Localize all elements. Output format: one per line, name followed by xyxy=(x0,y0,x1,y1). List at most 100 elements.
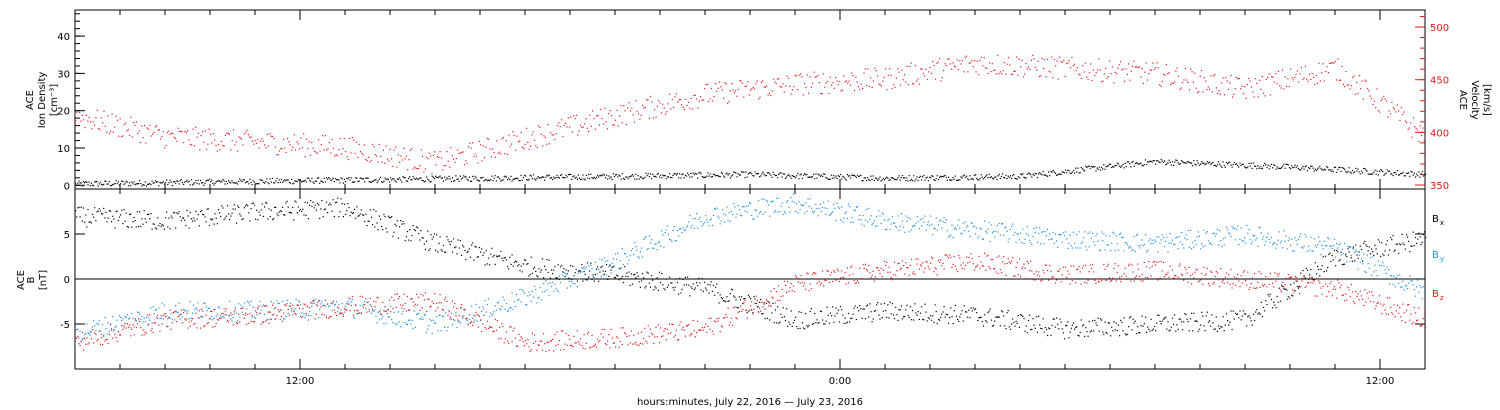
point-bx xyxy=(1178,318,1180,320)
point-velocity xyxy=(646,99,648,101)
point-velocity xyxy=(539,126,541,129)
point-by xyxy=(1411,280,1413,282)
point-by xyxy=(1198,235,1201,237)
point-density xyxy=(545,176,547,178)
point-by xyxy=(306,306,308,308)
point-by xyxy=(940,219,942,221)
point-by xyxy=(228,315,230,317)
point-density xyxy=(870,175,872,177)
point-bx xyxy=(1350,257,1352,259)
point-velocity xyxy=(119,118,121,120)
point-velocity xyxy=(295,149,297,151)
point-bx xyxy=(377,229,379,231)
point-bx xyxy=(579,270,581,272)
point-density xyxy=(93,184,95,187)
point-bx xyxy=(563,267,565,270)
point-velocity xyxy=(262,140,264,142)
point-by xyxy=(103,335,105,337)
point-by xyxy=(1323,240,1325,242)
point-velocity xyxy=(1385,100,1388,102)
point-bx xyxy=(1110,335,1112,337)
point-bx xyxy=(1268,295,1270,297)
point-bx xyxy=(631,283,634,285)
point-by xyxy=(1378,264,1381,266)
point-by xyxy=(711,224,713,227)
point-by xyxy=(528,291,530,293)
point-by xyxy=(255,317,257,319)
point-density xyxy=(745,171,747,173)
point-by xyxy=(1309,249,1311,251)
point-velocity xyxy=(1222,77,1224,79)
point-density xyxy=(1285,163,1287,165)
point-density xyxy=(340,177,342,179)
point-density xyxy=(375,179,377,181)
point-velocity xyxy=(1172,82,1174,84)
point-bx xyxy=(1230,310,1232,312)
point-density xyxy=(1029,172,1031,175)
point-by xyxy=(141,315,143,318)
point-bx xyxy=(854,305,856,307)
point-density xyxy=(651,178,653,180)
point-density xyxy=(612,173,614,175)
point-bx xyxy=(594,274,596,276)
point-by xyxy=(636,249,638,251)
point-density xyxy=(266,178,268,180)
point-density xyxy=(1178,163,1180,165)
point-velocity xyxy=(696,98,698,100)
point-by xyxy=(934,228,936,230)
point-by xyxy=(342,314,344,316)
point-by xyxy=(501,305,503,307)
point-density xyxy=(689,176,691,178)
point-bx xyxy=(1238,317,1240,319)
point-bx xyxy=(455,246,457,248)
point-by xyxy=(1245,242,1247,244)
point-velocity xyxy=(160,138,162,140)
point-velocity xyxy=(1341,65,1343,68)
point-bx xyxy=(607,278,609,280)
point-by xyxy=(391,319,393,321)
point-bx xyxy=(1387,254,1390,256)
point-velocity xyxy=(1088,72,1091,74)
point-velocity xyxy=(102,122,104,124)
point-bx xyxy=(289,211,292,213)
point-bx xyxy=(728,300,730,302)
point-by xyxy=(931,223,933,225)
point-by xyxy=(593,276,595,278)
point-bx xyxy=(384,216,386,218)
point-bx xyxy=(1405,234,1408,236)
point-bx xyxy=(472,242,474,244)
point-velocity xyxy=(570,116,572,118)
point-bx xyxy=(765,302,767,304)
point-density xyxy=(219,180,221,182)
point-density xyxy=(1085,165,1087,167)
point-bx xyxy=(98,208,100,210)
bottom-tick-label: 5 xyxy=(64,230,70,241)
point-bx xyxy=(1204,330,1206,332)
point-density xyxy=(390,177,392,179)
point-density xyxy=(600,175,602,177)
point-by xyxy=(189,301,191,303)
point-by xyxy=(403,308,405,310)
point-bx xyxy=(1202,315,1204,317)
point-bx xyxy=(726,296,728,298)
point-velocity xyxy=(636,110,638,112)
point-velocity xyxy=(836,80,838,82)
point-density xyxy=(351,181,353,183)
point-by xyxy=(170,312,172,314)
point-density xyxy=(478,180,481,182)
point-by xyxy=(1135,234,1138,236)
point-density xyxy=(212,182,214,184)
point-bx xyxy=(1381,242,1383,244)
point-by xyxy=(1366,254,1368,256)
point-density xyxy=(814,178,816,180)
point-bx xyxy=(719,294,721,296)
point-bx xyxy=(220,215,222,218)
point-by xyxy=(602,274,604,276)
point-by xyxy=(846,217,848,220)
point-bx xyxy=(361,214,364,216)
point-density xyxy=(1295,166,1297,169)
point-density xyxy=(559,174,562,176)
point-bx xyxy=(421,237,423,239)
point-bx xyxy=(1384,250,1386,252)
point-bx xyxy=(945,313,947,315)
